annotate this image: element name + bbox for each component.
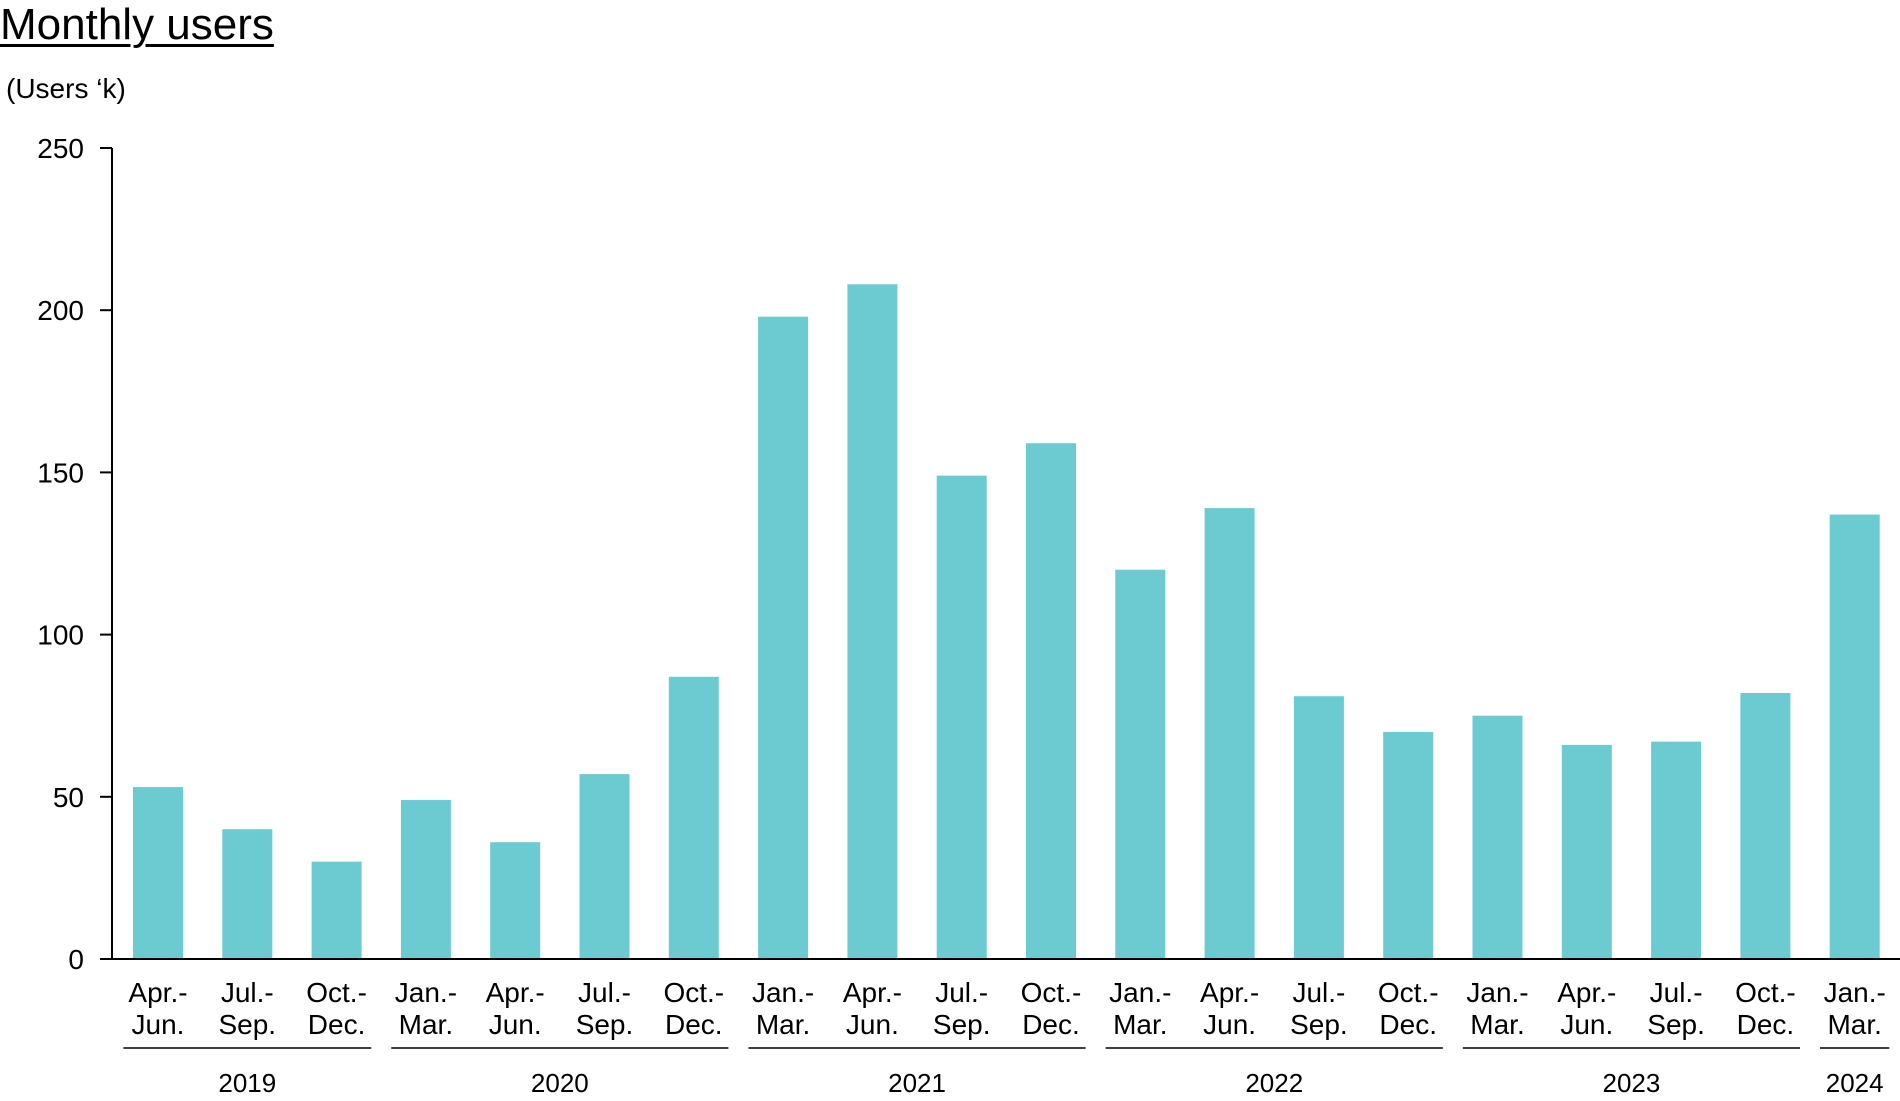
x-tick-label: Dec. — [1022, 1009, 1080, 1040]
x-tick-label: Dec. — [308, 1009, 366, 1040]
x-tick-label: Mar. — [1827, 1009, 1881, 1040]
x-tick-label: Oct.- — [1378, 977, 1439, 1008]
x-tick-label: Apr.- — [1200, 977, 1259, 1008]
year-group-label: 2024 — [1826, 1068, 1884, 1098]
year-group-label: 2023 — [1603, 1068, 1661, 1098]
bar — [1829, 514, 1880, 959]
x-tick-label: Jun. — [132, 1009, 185, 1040]
x-tick-label: Jul.- — [1292, 977, 1345, 1008]
x-tick-label: Sep. — [576, 1009, 634, 1040]
x-tick-label: Apr.- — [843, 977, 902, 1008]
bar — [490, 842, 541, 959]
x-tick-label: Mar. — [1470, 1009, 1524, 1040]
x-tick-label: Jun. — [1560, 1009, 1613, 1040]
y-tick-label: 150 — [37, 457, 84, 488]
bar — [1026, 443, 1076, 960]
x-tick-label: Sep. — [933, 1009, 991, 1040]
bar — [847, 284, 898, 959]
x-tick-label: Jun. — [1203, 1009, 1256, 1040]
x-tick-label: Mar. — [756, 1009, 810, 1040]
y-tick-label: 250 — [37, 133, 84, 164]
x-tick-label: Dec. — [665, 1009, 723, 1040]
bar — [311, 861, 362, 959]
bar — [1472, 715, 1523, 959]
x-tick-label: Apr.- — [486, 977, 545, 1008]
x-tick-label: Jul.- — [1650, 977, 1703, 1008]
x-tick-label: Sep. — [1290, 1009, 1348, 1040]
x-tick-label: Jan.- — [1109, 977, 1171, 1008]
bar — [579, 774, 630, 959]
x-tick-label: Apr.- — [128, 977, 187, 1008]
x-tick-label: Jan.- — [1466, 977, 1528, 1008]
x-tick-label: Jun. — [846, 1009, 899, 1040]
x-tick-label: Dec. — [1737, 1009, 1795, 1040]
x-tick-label: Jun. — [489, 1009, 542, 1040]
bar — [1651, 741, 1702, 959]
x-tick-label: Oct.- — [1021, 977, 1082, 1008]
year-group-label: 2019 — [218, 1068, 276, 1098]
bar — [133, 787, 183, 959]
y-axis-unit-label: (Users ‘k) — [6, 73, 126, 104]
x-tick-label: Jul.- — [935, 977, 988, 1008]
bar — [222, 829, 273, 959]
y-tick-label: 0 — [68, 944, 84, 975]
bar — [1204, 508, 1255, 959]
chart-title: Monthly users — [0, 0, 274, 49]
x-tick-label: Oct.- — [663, 977, 724, 1008]
x-tick-label: Jan.- — [395, 977, 457, 1008]
x-tick-label: Jul.- — [578, 977, 631, 1008]
bar — [1740, 692, 1791, 959]
x-tick-label: Apr.- — [1557, 977, 1616, 1008]
y-tick-label: 200 — [37, 295, 84, 326]
y-tick-label: 100 — [37, 620, 84, 651]
year-group-label: 2022 — [1245, 1068, 1303, 1098]
y-tick-label: 50 — [53, 782, 84, 813]
x-tick-label: Jan.- — [752, 977, 814, 1008]
x-tick-label: Oct.- — [306, 977, 367, 1008]
bar — [1115, 569, 1166, 959]
x-tick-label: Dec. — [1379, 1009, 1437, 1040]
bar — [1383, 731, 1434, 959]
bar — [668, 676, 719, 959]
x-tick-label: Jul.- — [221, 977, 274, 1008]
bar — [1561, 744, 1612, 959]
x-tick-label: Jan.- — [1824, 977, 1886, 1008]
bar — [758, 316, 809, 959]
year-group-label: 2020 — [531, 1068, 589, 1098]
bar — [1293, 696, 1344, 959]
x-tick-label: Sep. — [218, 1009, 276, 1040]
x-tick-label: Oct.- — [1735, 977, 1796, 1008]
x-tick-label: Sep. — [1647, 1009, 1705, 1040]
x-tick-label: Mar. — [1113, 1009, 1167, 1040]
bar — [400, 800, 451, 959]
x-tick-label: Mar. — [399, 1009, 453, 1040]
year-group-label: 2021 — [888, 1068, 946, 1098]
bar — [936, 475, 987, 959]
